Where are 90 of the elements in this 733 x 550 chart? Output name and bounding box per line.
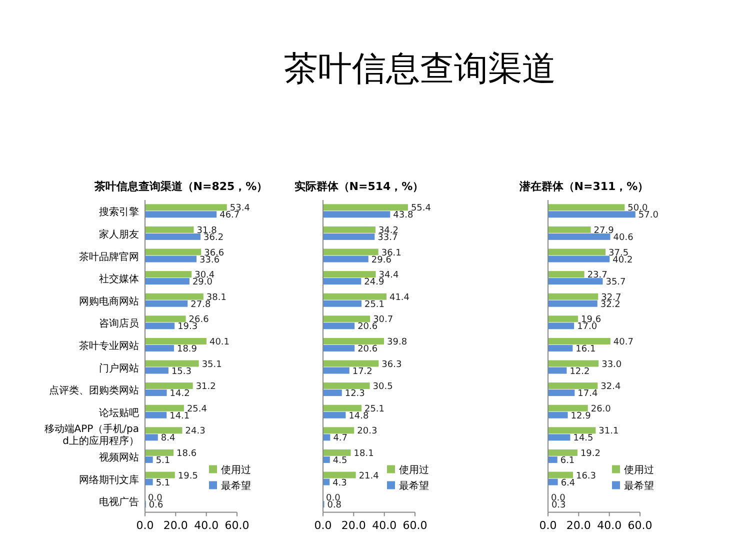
legend-label: 最希望 xyxy=(399,480,429,492)
data-label: 23.7 xyxy=(587,270,608,281)
data-label: 14.2 xyxy=(170,389,190,400)
data-label: 40.6 xyxy=(613,232,634,243)
y-tick-label: 网络期刊文库 xyxy=(79,474,139,486)
text: 茶叶信息查询渠道 xyxy=(284,49,556,89)
data-label: 12.2 xyxy=(570,366,590,377)
data-label: 30.5 xyxy=(372,382,393,392)
legend-label: 最希望 xyxy=(221,480,251,492)
y-tick-label: 视频网站 xyxy=(99,451,139,464)
data-label: 20.3 xyxy=(357,426,378,437)
x-tick-label: 0.0 xyxy=(136,519,154,532)
x-tick-label: 0.0 xyxy=(539,519,557,532)
x-tick-label: 20.0 xyxy=(163,519,188,532)
data-label: 21.4 xyxy=(358,471,380,482)
y-tick-label: 网购电商网站 xyxy=(79,295,139,308)
chart-title: 茶叶信息查询渠道（N=825，%） xyxy=(93,180,268,193)
y-tick-label: 搜索引擎 xyxy=(99,206,139,218)
legend-label: 使用过 xyxy=(221,464,251,476)
y-tick-label: 电视广告 xyxy=(99,496,139,508)
data-label: 4.7 xyxy=(333,434,348,444)
data-label: 20.6 xyxy=(358,322,378,332)
data-label: 5.1 xyxy=(156,456,170,466)
data-label: 17.2 xyxy=(352,366,372,377)
data-label: 35.1 xyxy=(202,360,222,370)
data-label: 31.1 xyxy=(598,426,619,437)
data-label: 40.7 xyxy=(613,337,634,348)
x-tick-label: 40.0 xyxy=(597,519,622,532)
data-label: 39.8 xyxy=(387,337,408,348)
data-label: 16.3 xyxy=(576,471,596,482)
data-label: 24.9 xyxy=(364,278,384,288)
y-tick-label: 家人朋友 xyxy=(99,228,139,240)
data-label: 4.3 xyxy=(332,478,347,488)
data-label: 24.3 xyxy=(185,426,206,437)
x-tick-label: 60.0 xyxy=(224,519,250,532)
data-label: 20.6 xyxy=(358,344,378,354)
data-label: 33.7 xyxy=(378,232,398,243)
chart-title: 实际群体（N=514，%） xyxy=(294,180,424,193)
data-label: 32.2 xyxy=(600,300,620,310)
x-tick-label: 0.0 xyxy=(314,519,332,532)
x-tick-label: 20.0 xyxy=(341,519,366,532)
data-label: 14.5 xyxy=(573,434,594,444)
data-label: 36.2 xyxy=(204,232,224,243)
data-label: 18.1 xyxy=(354,448,374,459)
y-tick-label: 点评类、团购类网站 xyxy=(49,384,139,397)
data-label: 12.3 xyxy=(344,389,365,400)
y-tick-label: 茶叶专业网站 xyxy=(79,340,139,352)
data-label: 32.4 xyxy=(600,382,621,392)
legend-label: 使用过 xyxy=(624,464,654,476)
data-label: 27.9 xyxy=(594,226,614,236)
data-label: 16.1 xyxy=(576,344,596,354)
x-tick-label: 40.0 xyxy=(372,519,397,532)
y-tick-label: 移动端APP（手机/pad上的应用程序） xyxy=(44,423,139,448)
legend-label: 使用过 xyxy=(399,464,429,476)
data-label: 14.8 xyxy=(348,411,370,422)
data-label: 8.4 xyxy=(160,434,176,444)
y-tick-label: 门户网站 xyxy=(99,362,139,374)
data-label: 5.1 xyxy=(156,478,170,488)
data-label: 33.0 xyxy=(602,360,622,370)
data-label: 15.3 xyxy=(171,366,192,377)
data-label: 43.8 xyxy=(393,210,414,221)
data-label: 33.6 xyxy=(200,255,220,266)
x-tick-label: 40.0 xyxy=(194,519,219,532)
data-label: 40.1 xyxy=(209,337,230,348)
data-label: 19.2 xyxy=(580,448,600,459)
data-label: 18.6 xyxy=(176,448,197,459)
data-label: 18.9 xyxy=(176,344,198,354)
data-label: 19.5 xyxy=(178,471,198,482)
data-label: 17.4 xyxy=(578,389,598,400)
y-tick-label: 社交媒体 xyxy=(99,273,139,286)
y-tick-label: 咨询店员 xyxy=(99,318,139,330)
x-tick-label: 20.0 xyxy=(566,519,591,532)
data-label: 29.6 xyxy=(371,255,392,266)
x-tick-label: 60.0 xyxy=(628,519,652,532)
x-tick-label: 60.0 xyxy=(402,519,428,532)
data-label: 35.7 xyxy=(606,278,626,288)
data-label: 4.5 xyxy=(332,456,348,466)
chart-title: 潜在群体（N=311，%） xyxy=(518,180,649,193)
data-label: 36.3 xyxy=(382,360,402,370)
data-label: 26.0 xyxy=(590,404,612,414)
data-label: 27.8 xyxy=(190,300,211,310)
data-label: 6.1 xyxy=(560,456,575,466)
data-label: 6.4 xyxy=(560,478,576,488)
legend-label: 最希望 xyxy=(624,480,654,492)
data-label: 41.4 xyxy=(389,292,410,303)
y-tick-label: 论坛贴吧 xyxy=(99,406,139,419)
data-label: 25.1 xyxy=(364,300,385,310)
y-tick-label: 茶叶品牌官网 xyxy=(79,250,139,263)
data-label: 31.2 xyxy=(196,382,216,392)
data-label: 12.9 xyxy=(570,411,592,422)
